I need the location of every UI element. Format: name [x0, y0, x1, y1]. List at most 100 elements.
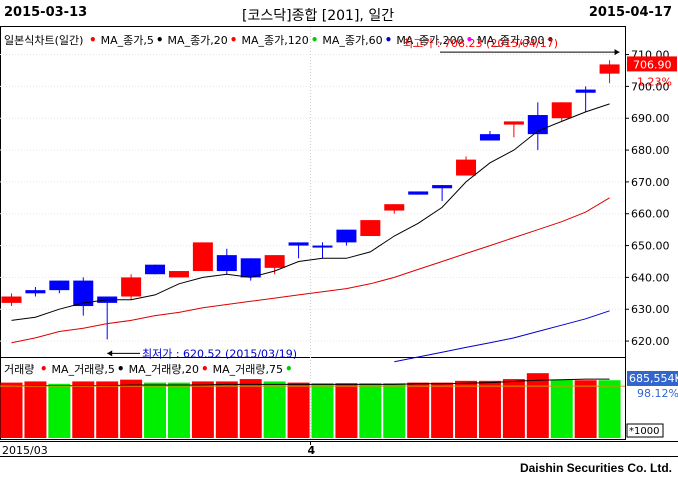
volume-pct-label: 98.12%: [637, 387, 678, 400]
price-legend-swatch-2: •: [229, 33, 238, 47]
volume-unit-box: [626, 423, 664, 438]
price-legend-swatch-3: •: [310, 33, 319, 47]
volume-bar-20: [478, 380, 501, 438]
volume-legend-item-0: MA_거래량,5: [51, 363, 115, 376]
candle-body-1: [25, 290, 46, 294]
candle-body-2: [49, 280, 70, 291]
volume-bar-21: [502, 379, 525, 438]
price-legend-swatch-1: •: [155, 33, 164, 47]
volume-unit-label: *1000: [629, 426, 659, 437]
candle-body-25: [599, 64, 620, 74]
volume-legend-items: • MA_거래량,5 • MA_거래량,20 • MA_거래량,75 •: [39, 362, 297, 376]
ma-line-2: [394, 310, 610, 363]
volume-bar-8: [191, 381, 214, 438]
volume-legend-swatch-2: •: [200, 362, 209, 376]
volume-bar-12: [287, 382, 310, 438]
volume-bar-15: [359, 383, 382, 438]
volume-legend: 거래량 • MA_거래량,5 • MA_거래량,20 • MA_거래량,75 •: [4, 361, 297, 377]
y-tick-label-8: 700.00: [631, 80, 670, 93]
last-price-label: 706.90: [633, 58, 672, 71]
candle-body-5: [121, 277, 142, 297]
price-legend-item-4: MA_종가,200: [396, 34, 464, 47]
volume-legend-item-2: MA_거래량,75: [212, 363, 284, 376]
candle-body-7: [168, 271, 189, 278]
volume-bar-17: [407, 382, 430, 438]
candle-body-20: [479, 134, 500, 141]
price-legend-label: 일본식차트(일간): [4, 34, 84, 47]
last-price-box: [627, 56, 677, 72]
price-legend: 일본식차트(일간) • MA_종가,5 • MA_종가,20 • MA_종가,120 • MA…: [4, 32, 558, 48]
high-marker-arrow: [614, 49, 620, 56]
low-marker-arrow: [107, 350, 113, 357]
volume-bar-0: [0, 382, 23, 438]
price-legend-swatch-6: •: [546, 33, 555, 47]
candle-body-9: [216, 255, 237, 272]
last-volume-box: [627, 371, 678, 386]
y-tick-label-6: 680.00: [631, 144, 670, 157]
price-panel-frame: [0, 26, 626, 358]
y-tick-label-7: 690.00: [631, 112, 670, 125]
last-volume-label: 685,554K: [629, 372, 678, 385]
candle-body-15: [360, 220, 381, 237]
volume-bar-11: [263, 381, 286, 438]
y-tick-label-5: 670.00: [631, 176, 670, 189]
candle-body-17: [408, 191, 429, 195]
high-annotation: 최고가 : 708.23 (2015/04/17): [403, 37, 558, 50]
volume-bar-23: [550, 379, 573, 438]
price-legend-item-2: MA_종가,120: [241, 34, 309, 47]
low-annotation: 최저가 : 620.52 (2015/03/19): [142, 347, 297, 360]
volume-bar-5: [120, 379, 143, 438]
price-legend-swatch-5: •: [465, 33, 474, 47]
volume-legend-swatch-1: •: [116, 362, 125, 376]
volume-bar-13: [311, 383, 334, 438]
volume-ma-line: [11, 378, 610, 387]
ma-line-0: [11, 103, 610, 321]
price-legend-item-5: MA_종가,300: [477, 34, 545, 47]
volume-bar-25: [598, 380, 621, 438]
x-label-april: 4: [308, 444, 316, 457]
volume-legend-label: 거래량: [4, 363, 35, 376]
volume-bar-7: [167, 382, 190, 438]
candle-body-16: [384, 204, 405, 211]
y-tick-label-4: 660.00: [631, 208, 670, 221]
change-pct-label: 1.23%: [637, 75, 672, 88]
volume-legend-swatch-0: •: [39, 362, 48, 376]
start-date: 2015-03-13: [4, 5, 88, 20]
ma-line-1: [11, 197, 610, 344]
end-date: 2015-04-17: [588, 5, 672, 20]
candle-body-23: [551, 102, 572, 119]
candle-body-21: [503, 121, 524, 125]
chart-title: [코스닥]종합 [201], 일간: [242, 8, 395, 24]
price-legend-item-0: MA_종가,5: [100, 34, 154, 47]
candle-body-0: [1, 296, 22, 303]
volume-bar-22: [526, 373, 549, 438]
volume-bar-24: [574, 380, 597, 438]
price-legend-swatch-0: •: [88, 33, 97, 47]
candle-body-13: [312, 245, 333, 248]
volume-bar-18: [431, 382, 454, 438]
volume-bar-1: [24, 381, 47, 438]
price-legend-item-1: MA_종가,20: [167, 34, 228, 47]
candle-body-19: [456, 159, 477, 176]
footer-brand: Daishin Securities Co. Ltd.: [519, 461, 672, 475]
x-label-month-start: 2015/03: [2, 444, 48, 457]
volume-bar-10: [239, 379, 262, 438]
candle-body-14: [336, 229, 357, 243]
candle-body-3: [73, 280, 94, 307]
volume-legend-item-1: MA_거래량,20: [128, 363, 199, 376]
price-legend-item-3: MA_종가,60: [322, 34, 383, 47]
price-legend-swatch-4: •: [384, 33, 393, 47]
volume-bar-9: [215, 381, 238, 438]
price-legend-items: • MA_종가,5 • MA_종가,20 • MA_종가,120 • MA_종가,60 • MA_…: [88, 33, 558, 47]
volume-bar-19: [455, 380, 478, 438]
volume-bar-6: [144, 382, 167, 438]
candle-body-12: [288, 242, 309, 246]
volume-bar-16: [383, 383, 406, 438]
volume-legend-swatch-3: •: [285, 362, 293, 376]
candle-body-11: [264, 255, 285, 268]
volume-bar-2: [48, 383, 71, 438]
candle-body-6: [145, 264, 166, 275]
volume-bar-14: [335, 383, 358, 438]
y-tick-label-0: 620.00: [631, 335, 670, 348]
